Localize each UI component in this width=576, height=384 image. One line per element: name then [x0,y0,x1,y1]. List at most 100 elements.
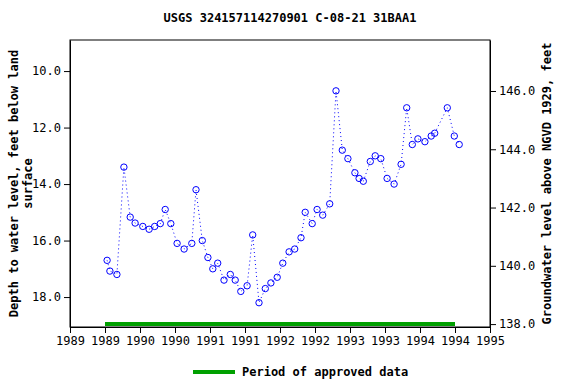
plot-frame [70,40,490,327]
tick: 1994 [441,327,470,348]
chart: 1989198919901990199119911992199219931993… [0,0,576,384]
tick: 138.0 [490,317,535,331]
data-point [215,260,221,266]
tick: 1991 [231,327,260,348]
tick-mark [490,324,496,325]
data-point [391,181,397,187]
data-point [162,206,168,212]
tick: 142.0 [490,201,535,215]
data-point [274,274,280,280]
tick-label: 144.0 [499,143,535,157]
data-point [298,235,304,241]
tick-label: 1991 [196,334,225,348]
tick-mark [420,327,421,333]
data-point [451,133,457,139]
tick-mark [64,241,70,242]
tick-mark [245,327,246,333]
y-axis-label: Depth to water level, feet below landsur… [7,50,35,317]
data-point [415,136,421,142]
y2-axis-label: Groundwater level above NGVD 1929, feet [540,43,554,325]
tick: 1990 [126,327,155,348]
tick: 1993 [371,327,400,348]
tick-mark [385,327,386,333]
tick: 1991 [196,327,225,348]
data-point [205,254,211,260]
data-point [193,187,199,193]
tick-mark [490,266,496,267]
tick-label: 1995 [476,334,505,348]
tick: 144.0 [490,143,535,157]
tick: 1992 [301,327,330,348]
data-point [127,214,133,220]
data-point [244,283,250,289]
tick: 1990 [161,327,190,348]
data-point [360,178,366,184]
tick-mark [280,327,281,333]
y-axis: 10.0 12.0 14.0 16.0 18.0 [32,41,70,328]
data-point [280,260,286,266]
y-axis-line [70,41,71,328]
data-point [422,138,428,144]
data-point [238,288,244,294]
tick-label: 1992 [301,334,330,348]
data-point [378,155,384,161]
tick-label: 1994 [406,334,435,348]
data-point [409,141,415,147]
data-point [404,105,410,111]
tick-mark [490,149,496,150]
approved-period [105,322,455,326]
tick-label: 138.0 [499,317,535,331]
data-point [227,271,233,277]
tick-label: 12.0 [32,121,61,135]
y-axis-label-line: Depth to water level, feet below land [7,50,21,317]
data-point [384,175,390,181]
tick-label: 1994 [441,334,470,348]
tick: 10.0 [32,64,70,78]
tick-mark [105,327,106,333]
tick-mark [64,297,70,298]
tick: 140.0 [490,259,535,273]
tick-mark [64,71,70,72]
data-point [345,155,351,161]
data-point [181,246,187,252]
series-line [107,91,459,303]
tick: 146.0 [490,84,535,98]
data-point [189,240,195,246]
data-point [352,170,358,176]
data-point [114,271,120,277]
y2-axis-line [490,41,491,328]
data-point [256,300,262,306]
tick-label: 1990 [161,334,190,348]
tick-label: 14.0 [32,177,61,191]
data-point [398,161,404,167]
data-point [199,237,205,243]
data-point [232,277,238,283]
tick-label: 146.0 [499,84,535,98]
tick: 16.0 [32,234,70,248]
tick-label: 140.0 [499,259,535,273]
tick-mark [490,208,496,209]
tick: 1993 [336,327,365,348]
tick-label: 1989 [91,334,120,348]
data-point [221,277,227,283]
tick-label: 16.0 [32,234,61,248]
y2-axis: 138.0 140.0 142.0 144.0 146.0 [490,41,535,332]
title: USGS 324157114270901 C-08-21 31BAA1 [164,11,417,25]
data-point [174,240,180,246]
data-point [210,266,216,272]
data-point [302,209,308,215]
legend: Period of approved data [193,365,408,379]
data-point [339,147,345,153]
data-point [132,220,138,226]
tick-mark [350,327,351,333]
data-point [367,158,373,164]
tick-label: 1989 [56,334,85,348]
data-point [104,257,110,263]
tick-mark [490,327,491,333]
data-point [292,246,298,252]
tick-label: 18.0 [32,290,61,304]
tick: 1989 [91,327,120,348]
tick-mark [455,327,456,333]
tick-mark [64,184,70,185]
tick-mark [70,327,71,333]
